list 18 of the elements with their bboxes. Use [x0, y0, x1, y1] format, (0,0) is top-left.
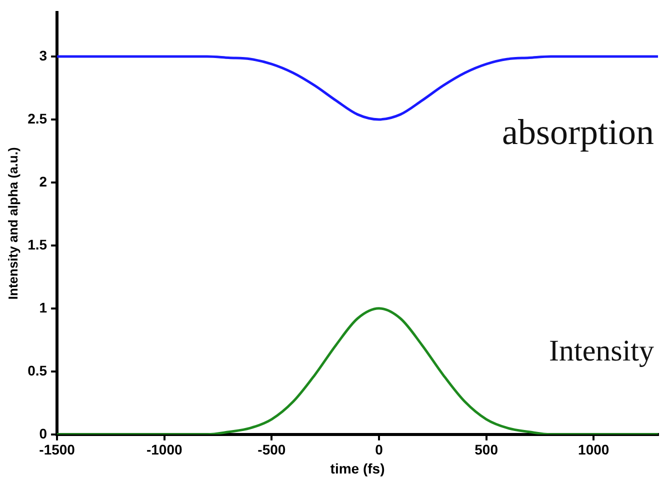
x-tick-label: 0 [375, 442, 384, 458]
y-tick-label: 3 [39, 47, 48, 64]
y-tick-label: 2.5 [28, 110, 48, 126]
x-tick-label: -1000 [146, 442, 182, 458]
x-tick-label: -1500 [39, 442, 76, 458]
y-axis-title: Intensity and alpha (a.u.) [5, 147, 20, 300]
y-tick-label: 0.5 [28, 362, 48, 378]
line-series [57, 55, 658, 121]
x-tick-label: 500 [474, 442, 498, 458]
y-tick-label: 1.5 [28, 236, 48, 252]
x-tick-label: -500 [258, 442, 286, 458]
x-tick-label: 1000 [578, 442, 610, 458]
series-label: absorption [502, 112, 654, 152]
y-tick-label: 1 [39, 299, 48, 316]
y-tick-label: 0 [39, 425, 48, 442]
y-tick-label: 2 [39, 173, 48, 190]
x-axis-title: time (fs) [330, 460, 385, 476]
text: Intensity [549, 334, 654, 368]
